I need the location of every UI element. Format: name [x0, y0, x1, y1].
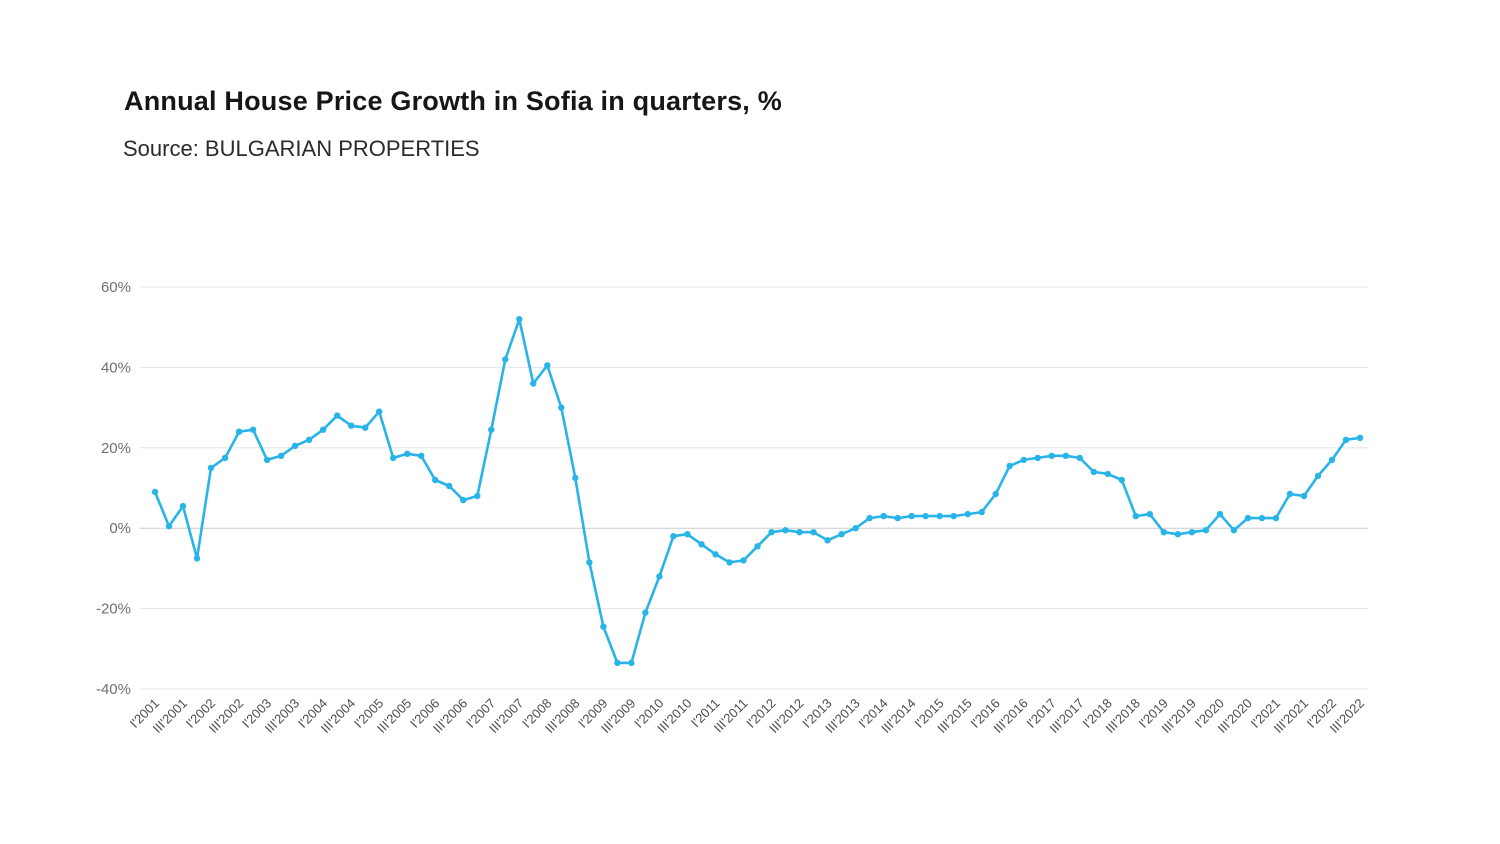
data-point-marker [1356, 434, 1364, 441]
data-point-marker [544, 362, 551, 369]
data-point-marker [1174, 531, 1182, 538]
data-point-marker [193, 555, 201, 562]
data-point-marker [754, 543, 761, 550]
data-point-marker [656, 573, 663, 580]
data-point-marker [922, 512, 929, 520]
data-point-marker [838, 531, 845, 538]
data-point-marker [207, 464, 215, 472]
data-point-marker [277, 452, 285, 459]
data-point-marker [1258, 514, 1266, 522]
data-point-marker [964, 510, 971, 518]
data-point-marker [782, 527, 789, 534]
data-point-marker [362, 424, 369, 431]
data-point-marker [642, 609, 649, 616]
data-point-marker [334, 412, 341, 419]
data-point-marker [572, 474, 579, 482]
data-point-marker [796, 529, 803, 536]
data-point-marker [221, 454, 229, 462]
data-point-marker [179, 502, 187, 510]
data-point-marker [880, 512, 887, 520]
data-point-marker [1048, 452, 1055, 459]
data-point-marker [698, 541, 705, 548]
data-point-marker [263, 456, 271, 464]
data-point-marker [1230, 527, 1238, 534]
data-point-marker [726, 559, 733, 566]
data-point-marker [810, 529, 817, 536]
data-point-marker [1272, 514, 1280, 522]
data-point-marker [319, 426, 327, 433]
data-point-marker [558, 404, 565, 411]
data-point-marker [502, 356, 509, 363]
data-point-marker [1146, 510, 1154, 518]
data-point-marker [460, 496, 467, 504]
data-point-marker [390, 454, 397, 462]
data-point-marker [1202, 527, 1210, 534]
data-point-marker [1160, 529, 1168, 536]
y-axis-tick-label: 0% [109, 520, 131, 537]
data-point-marker [1342, 436, 1350, 443]
data-point-marker [151, 488, 159, 496]
data-point-marker [404, 450, 411, 457]
data-point-marker [978, 508, 985, 516]
data-point-marker [1076, 454, 1084, 462]
data-point-marker [1132, 512, 1140, 520]
data-point-marker [712, 551, 719, 558]
data-point-marker [1188, 529, 1196, 536]
data-point-marker [305, 436, 313, 443]
data-point-marker [1244, 514, 1252, 522]
data-point-marker [894, 514, 901, 522]
data-point-marker [291, 442, 299, 449]
data-point-marker [586, 559, 593, 566]
data-point-marker [684, 531, 691, 538]
data-point-marker [614, 659, 621, 667]
data-point-marker [1034, 454, 1041, 462]
data-point-marker [824, 537, 831, 544]
data-point-marker [908, 512, 915, 520]
data-point-marker [992, 490, 999, 498]
data-point-marker [446, 482, 453, 490]
data-point-marker [600, 623, 607, 630]
data-point-marker [530, 380, 537, 387]
data-point-marker [376, 408, 383, 415]
data-point-marker [1104, 470, 1112, 478]
data-point-marker [235, 428, 243, 435]
data-point-marker [418, 452, 425, 459]
data-point-marker [516, 316, 523, 323]
y-axis-tick-label: 40% [101, 359, 131, 376]
data-point-marker [936, 512, 943, 520]
data-point-marker [950, 512, 957, 520]
price-growth-series-line [153, 317, 1362, 665]
data-point-marker [1216, 510, 1224, 518]
data-point-marker [1062, 452, 1070, 459]
chart-title: Annual House Price Growth in Sofia in qu… [124, 86, 782, 116]
data-point-marker [852, 525, 859, 532]
data-point-marker [165, 523, 173, 530]
data-point-marker [1090, 468, 1098, 476]
data-point-marker [1286, 490, 1294, 498]
data-point-marker [348, 422, 355, 429]
data-point-marker [1006, 462, 1013, 470]
data-point-marker [670, 533, 677, 540]
y-axis-tick-label: -20% [96, 601, 131, 618]
data-point-marker [1314, 472, 1322, 480]
y-axis-tick-label: -40% [96, 681, 131, 698]
data-point-marker [1118, 476, 1126, 484]
data-point-marker [1300, 492, 1308, 500]
data-point-marker [432, 476, 439, 484]
data-point-marker [740, 557, 747, 564]
data-point-marker [1020, 456, 1027, 464]
chart-source-label: Source: BULGARIAN PROPERTIES [123, 136, 480, 161]
data-point-marker [768, 529, 775, 536]
data-point-marker [1328, 456, 1336, 464]
y-axis-tick-label: 60% [101, 279, 131, 296]
data-point-marker [866, 514, 873, 522]
data-point-marker [474, 492, 481, 500]
data-point-marker [628, 659, 635, 667]
data-point-marker [249, 426, 257, 433]
data-point-marker [488, 426, 495, 433]
y-axis-tick-label: 20% [101, 440, 131, 457]
